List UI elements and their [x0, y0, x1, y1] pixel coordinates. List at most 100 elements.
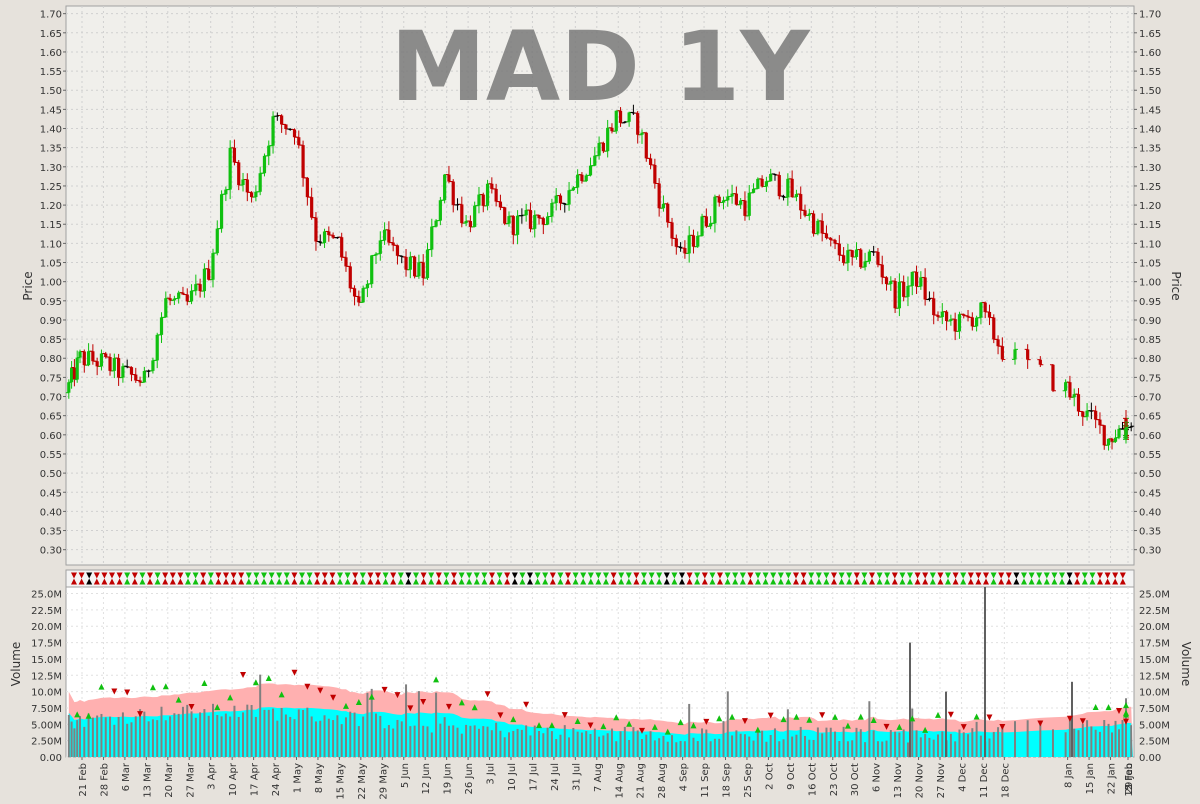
date-tick-label: 15 May — [335, 763, 346, 800]
candle-body — [983, 302, 987, 312]
price-tick-label-right: 0.35 — [1139, 527, 1161, 538]
date-tick-label: 21 Feb — [78, 763, 89, 797]
candle-body — [906, 285, 910, 297]
candle-body — [1000, 346, 1004, 360]
volume-marker — [780, 716, 787, 723]
date-tick-label: 19 Jun — [443, 763, 454, 795]
signal-mark — [967, 578, 974, 585]
date-tick-label: 21 Aug — [636, 763, 647, 798]
candle-body — [477, 194, 481, 206]
candle-body — [889, 281, 893, 285]
signal-mark — [587, 572, 594, 579]
candle-body — [618, 110, 623, 123]
signal-mark — [276, 578, 283, 585]
candle-body — [975, 317, 979, 327]
signal-mark — [359, 578, 366, 585]
signal-mark — [177, 572, 184, 579]
date-tick-label: 31 Jul — [571, 763, 582, 791]
signal-mark — [983, 578, 989, 585]
candle-body — [254, 191, 258, 198]
candle-body — [425, 249, 430, 279]
candle-body — [811, 213, 816, 234]
date-tick-label: 26 Jun — [464, 763, 475, 795]
candle-body — [803, 210, 807, 216]
signal-mark — [413, 572, 419, 579]
date-tick-label: 9 Oct — [786, 763, 797, 790]
signal-mark — [542, 578, 549, 585]
signal-mark — [709, 572, 716, 579]
candle-body — [1113, 437, 1118, 442]
signal-mark — [321, 578, 328, 585]
volume-axis-label-left: Volume — [9, 642, 23, 687]
signal-mark — [663, 578, 670, 585]
price-tick-label-right: 0.50 — [1139, 469, 1161, 480]
price-tick-label-right: 0.60 — [1139, 431, 1161, 442]
volume-marker — [1066, 715, 1073, 722]
signal-mark — [557, 578, 564, 585]
candle-body — [344, 257, 348, 267]
signal-mark — [527, 578, 533, 585]
signal-mark — [93, 572, 100, 579]
candle-body — [863, 261, 867, 268]
volume-marker — [651, 723, 658, 730]
price-tick-label-left: 0.55 — [40, 450, 62, 461]
candle-body — [447, 174, 451, 182]
volume-marker — [587, 722, 594, 729]
volume-tick-label-right: 10.0M — [1139, 688, 1170, 699]
signal-mark — [762, 572, 769, 579]
signal-mark — [428, 572, 435, 579]
signal-mark — [1074, 578, 1081, 585]
signal-mark — [732, 578, 739, 585]
candle-body — [850, 250, 854, 257]
candle-body — [670, 222, 674, 239]
signal-mark — [519, 572, 526, 579]
date-tick-label: 12 Feb — [1124, 763, 1135, 797]
signal-mark — [306, 578, 313, 585]
signal-mark — [435, 572, 442, 579]
date-tick-label: 29 May — [378, 763, 389, 800]
price-tick-label-left: 1.40 — [40, 125, 62, 136]
date-tick-label: 25 Sep — [743, 763, 754, 798]
candle-body — [134, 374, 138, 381]
signal-mark — [762, 578, 769, 585]
date-tick-label: 16 Oct — [807, 763, 818, 796]
volume-tick-label-left: 10.0M — [31, 688, 62, 699]
signal-mark — [458, 572, 465, 579]
candle-body — [189, 290, 194, 302]
candle-body — [910, 271, 914, 286]
candle-body — [1081, 411, 1085, 417]
signal-mark — [154, 578, 161, 585]
price-tick-label-left: 1.20 — [40, 201, 62, 212]
signal-mark — [648, 578, 655, 585]
date-tick-label: 14 Aug — [614, 763, 625, 798]
signal-mark — [679, 578, 685, 585]
signal-mark — [78, 572, 85, 579]
candle-body — [833, 240, 837, 244]
signal-mark — [511, 578, 518, 585]
candle-body — [443, 174, 447, 201]
signal-mark — [747, 572, 754, 579]
date-tick-label: 3 Apr — [207, 762, 218, 790]
signal-mark — [283, 578, 290, 585]
candle-body — [280, 115, 284, 125]
signal-mark — [473, 578, 480, 585]
candle-body — [262, 155, 267, 174]
candle-body — [648, 158, 653, 165]
price-tick-label-right: 1.45 — [1139, 105, 1161, 116]
signal-mark — [907, 572, 913, 579]
signal-mark — [572, 578, 579, 585]
date-tick-label: 5 Jun — [400, 763, 411, 788]
candle-body — [267, 145, 271, 156]
signal-mark — [268, 572, 275, 579]
candle-body — [760, 178, 764, 187]
signal-mark — [610, 572, 617, 579]
candle-body — [1026, 349, 1030, 360]
candle-body — [408, 256, 412, 270]
signal-mark — [215, 572, 222, 579]
volume-marker — [523, 701, 530, 708]
volume-marker — [896, 723, 903, 730]
signal-mark — [618, 572, 625, 579]
signal-mark — [86, 578, 93, 585]
volume-marker — [561, 712, 568, 719]
candle-body — [876, 251, 880, 265]
